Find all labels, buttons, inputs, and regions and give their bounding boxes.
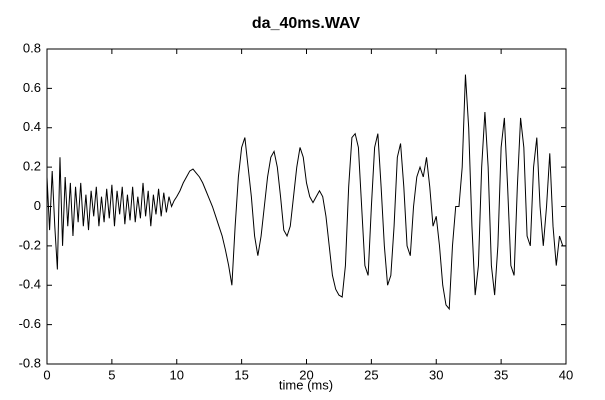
x-tick-label: 5 bbox=[108, 367, 115, 382]
y-tick-label: 0 bbox=[34, 198, 41, 213]
x-tick-label: 30 bbox=[429, 367, 443, 382]
y-tick-label: -0.2 bbox=[19, 237, 41, 252]
x-tick-label: 0 bbox=[43, 367, 50, 382]
x-tick-label: 25 bbox=[364, 367, 378, 382]
y-tick-label: 0.4 bbox=[23, 119, 41, 134]
x-tick-label: 10 bbox=[170, 367, 184, 382]
x-tick-label: 35 bbox=[494, 367, 508, 382]
x-tick-label: 15 bbox=[234, 367, 248, 382]
x-tick-label: 20 bbox=[299, 367, 313, 382]
chart-title: da_40ms.WAV bbox=[252, 15, 361, 32]
y-tick-label: 0.2 bbox=[23, 159, 41, 174]
x-tick-label: 40 bbox=[559, 367, 573, 382]
y-tick-label: -0.4 bbox=[19, 277, 41, 292]
x-axis-label: time (ms) bbox=[279, 377, 333, 392]
waveform-line bbox=[46, 74, 566, 311]
y-tick-label: 0.6 bbox=[23, 80, 41, 95]
y-tick-label: -0.6 bbox=[19, 316, 41, 331]
y-tick-label: 0.8 bbox=[23, 40, 41, 55]
y-tick-label: -0.8 bbox=[19, 355, 41, 370]
